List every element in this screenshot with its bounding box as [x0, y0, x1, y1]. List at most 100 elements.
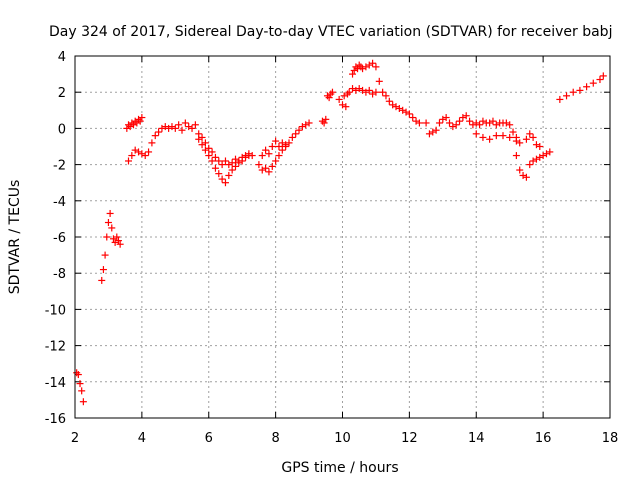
data-point: [546, 148, 554, 156]
x-tick-label: 14: [468, 431, 485, 446]
data-point: [486, 135, 494, 143]
data-point: [486, 119, 494, 127]
data-point: [198, 141, 206, 149]
data-point: [519, 171, 527, 179]
data-point: [265, 150, 273, 158]
data-point: [382, 92, 390, 100]
data-point: [215, 170, 223, 178]
data-point: [435, 119, 443, 127]
data-point: [205, 152, 213, 160]
data-point: [589, 79, 597, 87]
data-point: [429, 128, 437, 136]
data-point: [466, 117, 474, 125]
data-point: [569, 88, 577, 96]
y-tick-label: 0: [58, 122, 66, 137]
data-point: [479, 133, 487, 141]
data-point: [526, 161, 534, 169]
data-point: [359, 86, 367, 94]
y-axis-ticks: -16 -14 -12 -10 -8 -6 -4 -2 0 2 4: [45, 50, 610, 427]
data-point: [78, 387, 86, 395]
data-point: [529, 157, 537, 165]
y-tick-label: -4: [53, 195, 66, 210]
data-point: [135, 115, 143, 123]
data-point: [556, 95, 564, 103]
data-point: [522, 135, 530, 143]
data-point: [211, 164, 219, 172]
data-point: [492, 121, 500, 129]
x-tick-label: 10: [334, 431, 351, 446]
data-point: [506, 133, 514, 141]
data-point: [258, 152, 266, 160]
data-point: [201, 146, 209, 154]
data-point: [539, 152, 547, 160]
y-tick-label: -14: [45, 376, 66, 391]
data-point: [138, 150, 146, 158]
data-point: [512, 152, 520, 160]
data-point: [272, 157, 280, 165]
data-point: [272, 137, 280, 145]
y-tick-label: -8: [53, 267, 66, 282]
data-point: [178, 126, 186, 134]
data-point: [325, 94, 333, 102]
data-point: [106, 209, 114, 217]
data-point: [151, 132, 159, 140]
data-point: [79, 398, 87, 406]
data-point: [158, 124, 166, 132]
data-point: [355, 61, 363, 69]
data-point: [282, 141, 290, 149]
data-point: [542, 150, 550, 158]
data-point: [168, 123, 176, 131]
data-point: [103, 233, 111, 241]
data-point: [130, 121, 138, 129]
data-point: [225, 161, 233, 169]
data-point: [506, 121, 514, 129]
data-point: [131, 146, 139, 154]
data-point: [456, 117, 464, 125]
data-point: [502, 119, 510, 127]
data-point: [402, 108, 410, 116]
data-point: [245, 152, 253, 160]
data-point: [104, 219, 112, 227]
data-point: [425, 130, 433, 138]
data-point: [476, 121, 484, 129]
data-point: [201, 139, 209, 147]
data-point: [302, 121, 310, 129]
y-tick-label: -12: [45, 340, 66, 355]
data-point: [242, 153, 250, 161]
data-point: [145, 148, 153, 156]
data-point: [268, 143, 276, 150]
data-point: [415, 119, 423, 127]
data-point: [509, 128, 517, 136]
data-point: [395, 104, 403, 112]
data-point: [181, 119, 189, 127]
data-point: [532, 141, 540, 149]
y-tick-label: -10: [45, 303, 66, 318]
x-tick-label: 12: [401, 431, 418, 446]
data-point: [228, 166, 236, 174]
data-point: [532, 155, 540, 163]
data-point: [350, 66, 358, 74]
data-point: [365, 86, 373, 94]
data-point: [285, 139, 293, 147]
x-axis-label: GPS time / hours: [281, 460, 398, 476]
data-point: [385, 97, 393, 105]
x-axis-ticks: 2 4 6 8 10 12 14 16 18: [71, 56, 618, 446]
data-point: [221, 179, 229, 187]
data-point: [405, 110, 413, 118]
data-point: [369, 90, 377, 98]
data-point: [327, 90, 335, 98]
data-point: [352, 86, 360, 94]
y-axis-label: SDTVAR / TECUs: [7, 180, 23, 295]
data-point: [305, 119, 313, 127]
data-point: [255, 161, 263, 169]
data-point: [116, 240, 124, 248]
data-point: [472, 119, 480, 127]
data-point: [99, 266, 107, 274]
data-point: [369, 59, 377, 67]
data-point: [529, 133, 537, 141]
data-point: [268, 162, 276, 170]
data-point: [232, 162, 239, 170]
data-point: [292, 130, 300, 138]
data-point: [526, 130, 534, 138]
